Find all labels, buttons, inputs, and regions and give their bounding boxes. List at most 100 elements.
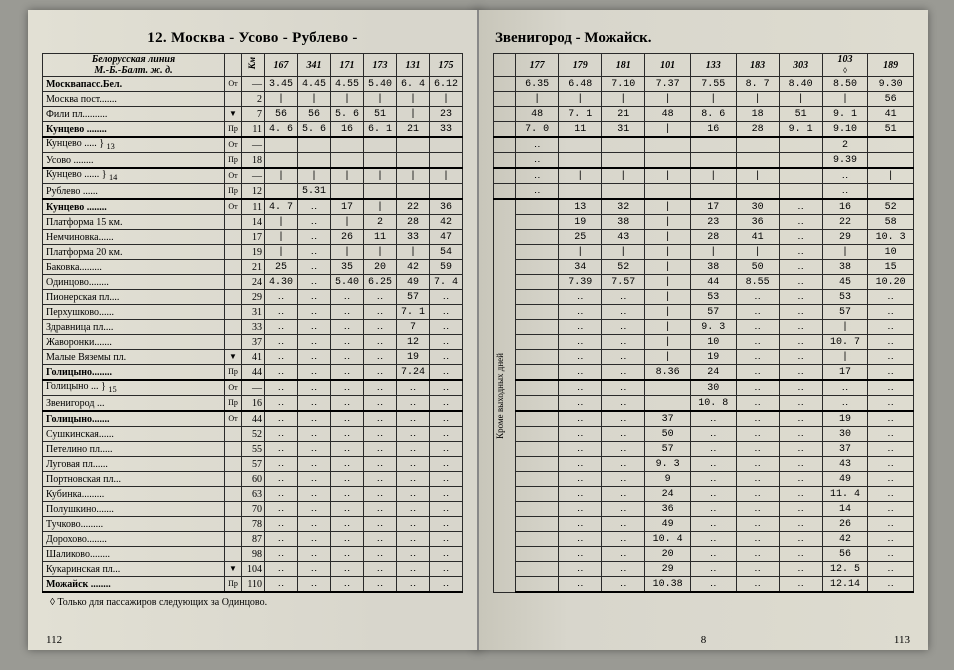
time-cell: ‥ (298, 350, 331, 365)
station-name: Дорохово........ (43, 532, 225, 547)
time-cell: 56 (868, 92, 914, 107)
time-cell: ‥ (602, 577, 645, 593)
time-cell: 10 (868, 245, 914, 260)
time-cell: 28 (397, 215, 430, 230)
station-name: Можайск ........ (43, 577, 225, 593)
time-cell: 57 (822, 305, 868, 320)
time-cell: 47 (430, 230, 463, 245)
time-cell: 7.37 (645, 77, 691, 92)
time-cell: 50 (736, 260, 779, 275)
time-cell: | (736, 168, 779, 184)
time-cell: ‥ (364, 502, 397, 517)
route-title-left: 12. Москва - Усово - Рублево - (42, 30, 463, 47)
time-cell: ‥ (559, 562, 602, 577)
time-cell: ‥ (779, 380, 822, 396)
time-cell: ‥ (690, 411, 736, 427)
time-cell (868, 137, 914, 153)
time-cell: ‥ (602, 532, 645, 547)
time-cell: 9.10 (822, 122, 868, 138)
time-cell: ‥ (736, 365, 779, 381)
time-cell: ‥ (559, 517, 602, 532)
time-cell (516, 532, 559, 547)
time-cell: 28 (736, 122, 779, 138)
time-cell: ‥ (690, 442, 736, 457)
time-cell (331, 153, 364, 169)
time-cell: 36 (645, 502, 691, 517)
time-cell: ‥ (868, 547, 914, 562)
time-cell: 28 (690, 230, 736, 245)
time-cell: ‥ (516, 168, 559, 184)
station-name: Одинцово........ (43, 275, 225, 290)
time-cell: ‥ (430, 472, 463, 487)
time-cell: 49 (822, 472, 868, 487)
route-title-right: Звенигород - Можайск. (495, 30, 914, 47)
time-cell: ‥ (868, 335, 914, 350)
time-cell: ‥ (298, 562, 331, 577)
station-name: Портновская пл... (43, 472, 225, 487)
time-cell (736, 137, 779, 153)
time-cell: 26 (331, 230, 364, 245)
time-cell: ‥ (559, 305, 602, 320)
time-cell: ‥ (298, 245, 331, 260)
time-cell: | (397, 245, 430, 260)
time-cell: 48 (645, 107, 691, 122)
time-cell: ‥ (364, 517, 397, 532)
time-cell: | (645, 199, 691, 215)
time-cell: | (298, 168, 331, 184)
time-cell: ‥ (736, 411, 779, 427)
time-cell: ‥ (736, 577, 779, 593)
time-cell: 53 (690, 290, 736, 305)
time-cell: 9. 3 (690, 320, 736, 335)
time-cell: ‥ (736, 305, 779, 320)
time-cell: | (397, 92, 430, 107)
time-cell (516, 275, 559, 290)
time-cell: | (645, 122, 691, 138)
time-cell: ‥ (779, 260, 822, 275)
time-cell: ‥ (265, 442, 298, 457)
time-cell: 30 (690, 380, 736, 396)
time-cell: | (690, 245, 736, 260)
time-cell: | (298, 92, 331, 107)
time-cell: ‥ (779, 230, 822, 245)
time-cell: ‥ (559, 365, 602, 381)
time-cell: ‥ (602, 380, 645, 396)
km-cell: 44 (242, 411, 265, 427)
page-number-left: 112 (46, 634, 62, 646)
time-cell (397, 184, 430, 200)
time-cell: | (645, 305, 691, 320)
time-cell: | (779, 92, 822, 107)
time-cell: 10. 4 (645, 532, 691, 547)
time-cell: ‥ (298, 577, 331, 593)
time-cell: ‥ (265, 457, 298, 472)
time-cell: 45 (822, 275, 868, 290)
header-line-label: Белорусская линияМ.-Б.-Балт. ж. д. (43, 54, 225, 77)
time-cell: 9.30 (868, 77, 914, 92)
time-cell: ‥ (298, 532, 331, 547)
time-cell (364, 184, 397, 200)
station-name: Пионерская пл.... (43, 290, 225, 305)
km-cell: 29 (242, 290, 265, 305)
km-cell: 2 (242, 92, 265, 107)
time-cell (602, 153, 645, 169)
time-cell: ‥ (265, 396, 298, 412)
time-cell: 4. 7 (265, 199, 298, 215)
time-cell: 16 (690, 122, 736, 138)
time-cell: 31 (602, 122, 645, 138)
timetable-left: Белорусская линияМ.-Б.-Балт. ж. д.Км1673… (42, 53, 463, 593)
time-cell: 38 (602, 215, 645, 230)
time-cell: 30 (736, 199, 779, 215)
time-cell: ‥ (868, 502, 914, 517)
train-number: 131 (397, 54, 430, 77)
km-cell: 55 (242, 442, 265, 457)
time-cell: 24 (690, 365, 736, 381)
time-cell: 2 (364, 215, 397, 230)
time-cell: ‥ (331, 487, 364, 502)
time-cell: ‥ (364, 335, 397, 350)
time-cell: ‥ (397, 547, 430, 562)
time-cell: ‥ (430, 427, 463, 442)
time-cell: 42 (822, 532, 868, 547)
time-cell (645, 380, 691, 396)
time-cell: 21 (397, 122, 430, 138)
time-cell: ‥ (868, 380, 914, 396)
time-cell: 30 (822, 427, 868, 442)
